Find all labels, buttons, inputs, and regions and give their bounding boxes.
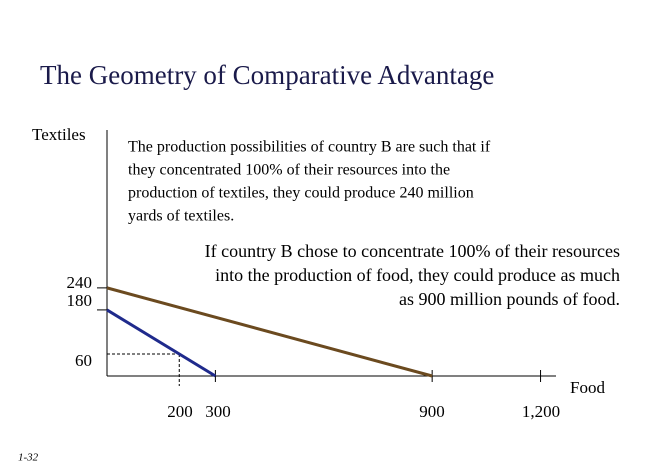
- annotation-line: into the production of food, they could …: [215, 265, 620, 285]
- annotation-line: The production possibilities of country …: [128, 139, 491, 156]
- x-axis-label: Food: [570, 378, 605, 397]
- y-axis-label: Textiles: [32, 125, 86, 144]
- annotation-line: they concentrated 100% of their resource…: [128, 162, 450, 179]
- y-tick-label: 240: [67, 273, 93, 292]
- y-tick-label: 180: [67, 291, 93, 310]
- slide-number: 1-32: [18, 452, 39, 464]
- ppf-line: [106, 308, 217, 378]
- x-tick-label: 1,200: [522, 402, 560, 421]
- x-tick-label: 300: [205, 402, 231, 421]
- annotation-line: yards of textiles.: [128, 208, 234, 225]
- x-tick-label: 200: [167, 402, 193, 421]
- x-tick-label: 900: [419, 402, 445, 421]
- annotation-line: as 900 million pounds of food.: [399, 289, 620, 309]
- ppf-line: [106, 286, 433, 378]
- annotation-line: production of textiles, they could produ…: [128, 185, 474, 202]
- slide-title: The Geometry of Comparative Advantage: [40, 60, 494, 90]
- y-tick-label: 60: [75, 351, 92, 370]
- annotation-line: If country B chose to concentrate 100% o…: [205, 241, 620, 261]
